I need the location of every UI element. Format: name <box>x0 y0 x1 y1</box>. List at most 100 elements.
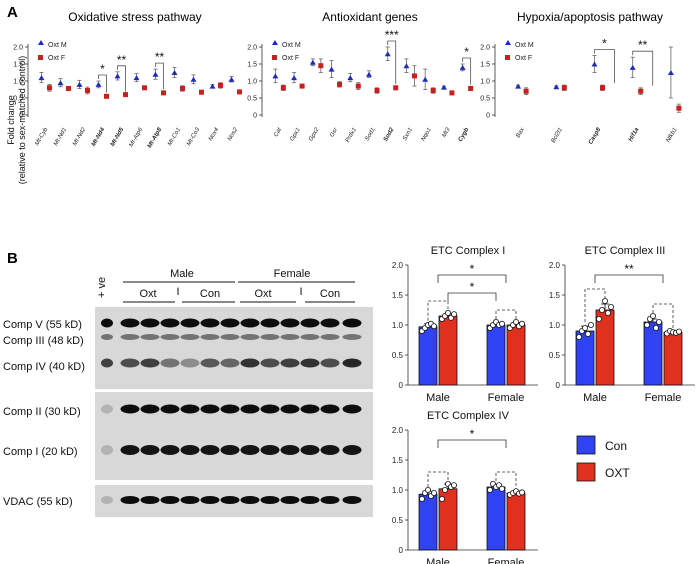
point-female <box>104 93 109 99</box>
y-tick-label: 2.0 <box>549 261 561 270</box>
blot-band <box>320 318 340 328</box>
significance-bracket <box>632 50 654 86</box>
significance-bracket <box>387 40 397 85</box>
category-label: Male <box>583 392 607 404</box>
data-point <box>519 489 526 496</box>
y-tick-label: 1.5 <box>392 291 404 300</box>
point-female <box>355 83 361 89</box>
blot-band <box>120 318 140 328</box>
comparison-bracket-dashed <box>495 309 517 319</box>
blot-band <box>320 358 340 368</box>
gene-label: Mt-Nd1 <box>53 127 68 147</box>
legend-female-marker <box>505 55 510 60</box>
point-female <box>393 85 399 91</box>
data-point <box>450 311 457 318</box>
gene-label: Sod1 <box>365 127 377 142</box>
blot-band <box>220 358 240 368</box>
point-male <box>190 76 197 82</box>
y-tick-label: 1.5 <box>480 62 490 69</box>
blot-band <box>140 445 160 455</box>
gene-label: Gsr <box>329 126 340 138</box>
female-divider: I <box>299 286 302 298</box>
gene-label: Casp8 <box>588 126 603 145</box>
significance-label: * <box>470 280 475 294</box>
point-female <box>600 85 605 91</box>
category-label: Female <box>645 392 682 404</box>
legend-female-label: Oxt F <box>48 55 65 62</box>
y-tick-label: 1.5 <box>392 456 404 465</box>
group-female-label: Female <box>274 268 311 280</box>
comparison-bracket-dashed <box>584 288 606 322</box>
data-point <box>644 321 651 328</box>
point-female <box>318 63 324 69</box>
data-point <box>596 315 603 322</box>
point-female <box>180 85 185 91</box>
y-tick-label: 2.0 <box>247 45 257 52</box>
point-female <box>374 88 380 94</box>
y-tick-label: 0 <box>253 113 257 120</box>
point-male <box>366 71 372 77</box>
significance-label: * <box>470 262 475 276</box>
point-female <box>280 85 286 91</box>
y-tick-label: 1.0 <box>549 321 561 330</box>
point-female <box>411 73 417 79</box>
bar-oxt <box>506 492 526 551</box>
blot-band <box>160 334 180 340</box>
gene-label: Cygb <box>458 127 471 143</box>
bar-con <box>418 326 438 386</box>
data-point <box>576 333 583 340</box>
point-female <box>449 90 455 96</box>
legend-male-marker <box>505 40 511 45</box>
blot-band <box>180 318 200 328</box>
y-tick-label: 1.5 <box>247 62 257 69</box>
data-point <box>582 324 589 331</box>
y-axis-label-line1: Fold change <box>6 95 16 145</box>
point-male <box>629 64 636 70</box>
legend-con-label: Con <box>605 439 627 453</box>
data-point <box>585 330 592 337</box>
y-tick-label: 1.5 <box>13 62 23 69</box>
blot-band <box>180 496 200 504</box>
blot-band <box>200 496 220 504</box>
blot-band <box>160 496 180 504</box>
blot-band <box>160 404 180 414</box>
blot-band <box>180 334 200 340</box>
significance-label: ** <box>155 50 165 64</box>
data-point <box>438 495 445 502</box>
legend-female-label: Oxt F <box>282 55 299 62</box>
band-label-vdac: VDAC (55 kD) <box>3 496 73 508</box>
blot-band <box>320 445 340 455</box>
positive-control-label: + ve <box>96 277 108 298</box>
y-tick-label: 2.0 <box>392 261 404 270</box>
legend-male-label: Oxt M <box>282 42 301 49</box>
male-divider: I <box>176 286 179 298</box>
legend-oxt-swatch <box>576 462 596 482</box>
blot-band <box>160 445 180 455</box>
y-tick-label: 1.0 <box>247 79 257 86</box>
comparison-bracket-dashed <box>652 303 674 328</box>
y-tick-label: 2.0 <box>480 45 490 52</box>
point-male <box>515 83 522 89</box>
data-point <box>519 320 526 327</box>
point-male <box>114 73 121 79</box>
blot-band <box>140 404 160 414</box>
legend-male-marker <box>38 40 44 45</box>
y-tick-label: 0.5 <box>392 516 404 525</box>
point-female <box>161 90 166 96</box>
blot-band <box>300 318 320 328</box>
y-tick-label: 0 <box>486 113 490 120</box>
y-tick-label: 0 <box>399 381 404 390</box>
etc-complex-iv-chart: ETC Complex IV 0 0.5 1.0 1.5 2.0 Male Female * <box>392 410 538 564</box>
band-label-comp-ii: Comp II (30 kD) <box>3 406 81 418</box>
comparison-bracket-dashed <box>495 471 517 489</box>
point-male <box>228 76 235 82</box>
legend-oxt-label: OXT <box>605 466 630 480</box>
blot-band <box>101 358 113 368</box>
y-tick-label: 2.0 <box>392 426 404 435</box>
chart-title: Oxidative stress pathway <box>68 10 201 24</box>
blot-band <box>300 445 320 455</box>
data-point <box>602 297 609 304</box>
significance-bracket <box>447 292 497 301</box>
blot-band <box>200 334 220 340</box>
data-point <box>650 312 657 319</box>
